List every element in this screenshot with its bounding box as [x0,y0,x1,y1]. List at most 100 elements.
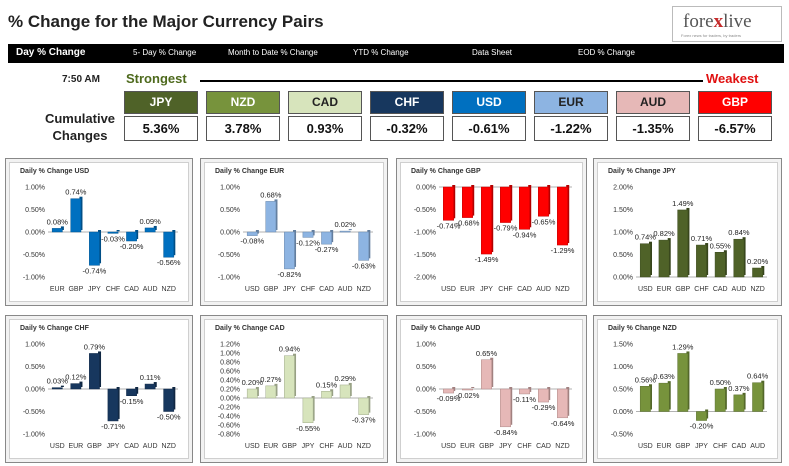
data-label: 0.56% [635,375,657,384]
data-label: 0.63% [653,372,675,381]
bar-aud [144,382,157,390]
bar [107,231,119,234]
data-label: 0.79% [84,342,106,351]
x-tick-label: CAD [517,286,532,293]
y-tick-label: 1.00% [416,342,436,349]
y-tick-label: -0.60% [218,423,240,430]
bar [302,397,314,423]
x-tick-label: CHF [498,286,512,293]
x-tick-label: NZD [162,286,176,293]
data-label: -0.71% [101,422,125,431]
data-label: -0.79% [494,224,518,233]
bar-side [60,385,64,387]
y-tick-label: 1.00% [25,342,45,349]
bar [302,231,314,238]
chart-title: Daily % Change NZD [608,325,677,332]
bar-usd [443,185,456,221]
bar [462,388,473,391]
currency-box-aud: AUD -1.35% [616,91,690,141]
chart-title: Daily % Change AUD [411,325,481,332]
y-tick-label: -0.80% [218,432,240,439]
x-tick-label: USD [638,286,653,293]
data-label: 0.74% [635,233,657,242]
data-label: 0.50% [710,378,732,387]
bar [163,231,175,258]
x-tick-label: CAD [713,286,728,293]
bar [557,186,568,246]
currency-name: GBP [698,91,772,114]
y-tick-label: -0.50% [23,252,45,259]
data-label: 0.09% [140,217,162,226]
x-tick-label: NZD [555,286,569,293]
bar-nzd [358,230,371,261]
y-tick-label: 1.00% [25,185,45,192]
bar [265,201,277,233]
x-tick-label: JPY [107,443,120,450]
x-tick-label: NZD [357,443,371,450]
x-tick-label: EUR [657,286,672,293]
x-tick-label: GBP [263,286,278,293]
bar [163,388,175,412]
nav-day-change[interactable]: Day % Change [16,47,86,58]
bar-chf [714,387,727,412]
currency-name: EUR [534,91,608,114]
data-label: -0.84% [494,428,518,437]
bar-chart: 1.00% 0.50% 0.00% -0.50% -1.00% -0.08% USD 0.68… [218,185,376,294]
nav-data-sheet[interactable]: Data Sheet [472,48,513,57]
data-label: -0.37% [352,416,376,425]
chart-panel: Daily % Change GBP 0.00% -0.50% -1.00% -1.50… [396,158,587,306]
nav-eod-change[interactable]: EOD % Change [578,48,635,57]
bar-cad [126,230,139,242]
data-label: -0.09% [437,394,461,403]
y-tick-label: -0.50% [611,432,633,439]
data-label: 0.65% [476,349,498,358]
x-tick-label: CAD [124,286,139,293]
x-tick-label: GBP [282,443,297,450]
bar [443,388,454,394]
data-label: -0.29% [532,403,556,412]
bar [481,186,492,255]
forexlive-logo[interactable]: forexlive Forex news for traders, by tra… [672,6,782,42]
x-tick-label: AUD [750,443,765,450]
x-tick-label: GBP [479,443,494,450]
bar-gbp [70,196,83,233]
bar-aud [339,382,352,399]
bar [658,239,670,278]
bar [443,186,454,221]
data-label: 0.15% [316,380,338,389]
currency-cumulative-value: -0.32% [370,116,444,141]
bar-jpy [500,387,513,428]
currency-name: NZD [206,91,280,114]
y-tick-label: 1.00% [613,364,633,371]
bar-chart: 1.00% 0.50% 0.00% -0.50% -1.00% 0.03% USD 0.12%… [23,342,181,451]
currency-box-jpy: JPY 5.36% [124,91,198,141]
bar [321,391,332,399]
bar-eur [462,185,475,218]
bar [752,382,764,412]
x-tick-label: JPY [88,286,101,293]
data-label: -0.68% [456,219,480,228]
data-label: 0.94% [279,345,301,354]
y-tick-label: 1.00% [613,230,633,237]
nav-5-day-change[interactable]: 5- Day % Change [133,48,197,57]
x-tick-label: AUD [732,286,747,293]
nav-ytd-change[interactable]: YTD % Change [353,48,409,57]
bar-side [116,230,120,232]
cumulative-label-line1: Cumulative [44,111,116,126]
currency-name: CHF [370,91,444,114]
bar [696,411,707,421]
bar [358,231,370,261]
data-label: 0.27% [260,375,282,384]
bar [733,394,745,412]
bar-chf [696,243,709,278]
y-tick-label: 0.20% [220,387,240,394]
bar-eur [70,381,83,390]
bar-eur [265,383,278,399]
y-tick-label: -1.00% [23,432,45,439]
logo-wordmark: forexlive [683,11,752,32]
y-tick-label: -1.00% [414,432,436,439]
bar-jpy [302,396,315,423]
nav-month-to-date-change[interactable]: Month to Date % Change [228,48,318,57]
bar-gbp [677,207,690,278]
x-tick-label: USD [245,286,260,293]
